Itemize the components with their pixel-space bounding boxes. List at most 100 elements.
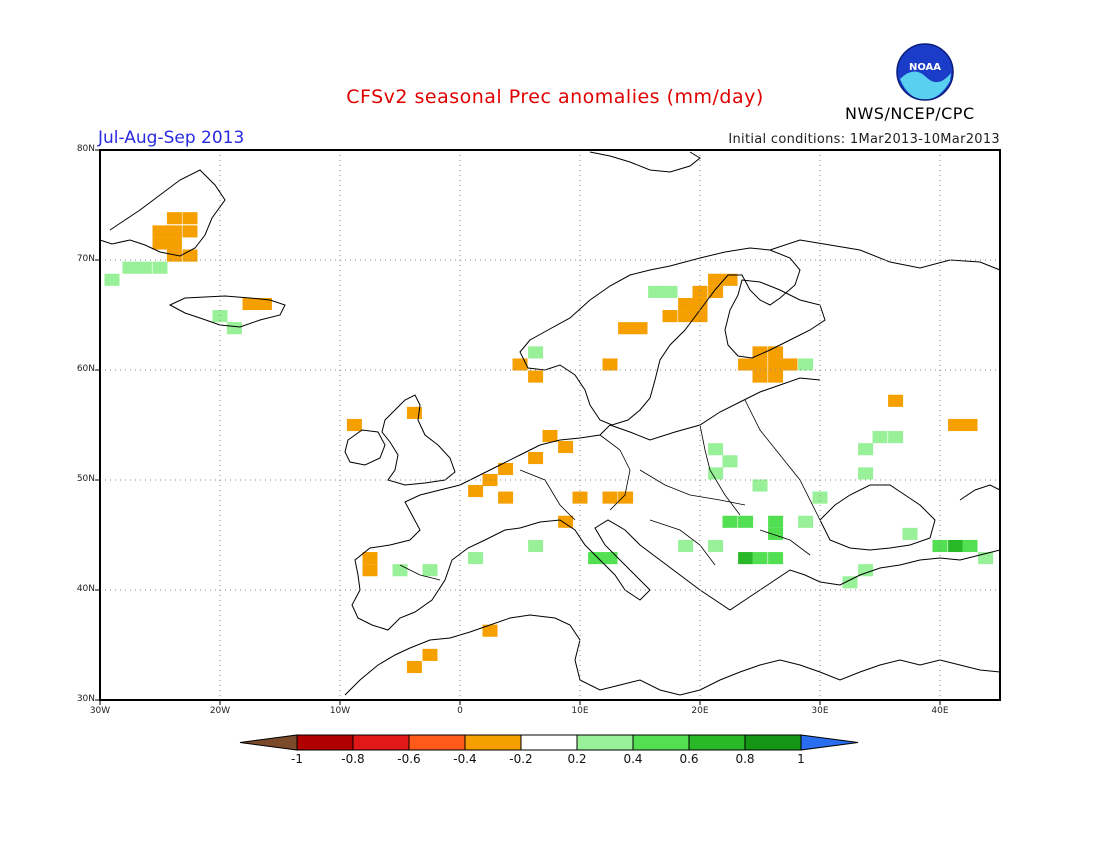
- noaa-logo-icon: NOAA: [896, 43, 954, 101]
- anomaly-cell: [136, 261, 152, 274]
- lat-tick-label: 40N: [76, 584, 95, 594]
- anomaly-cell: [572, 491, 588, 504]
- lon-tick-label: 10E: [571, 706, 589, 716]
- colorbar-segment: [576, 734, 634, 751]
- anomaly-cell: [256, 297, 272, 311]
- anomaly-cell: [498, 491, 514, 504]
- anomaly-cells: [104, 212, 994, 674]
- scandinavia-coast: [519, 247, 801, 426]
- anomaly-cell: [692, 285, 708, 298]
- ireland-coast: [344, 429, 386, 466]
- anomaly-cell: [104, 273, 120, 286]
- anomaly-cell: [752, 370, 768, 383]
- colorbar-tick-label: -0.6: [397, 752, 421, 766]
- anomaly-cell: [422, 564, 438, 577]
- coastlines: [99, 151, 1001, 696]
- anomaly-cell: [768, 346, 784, 359]
- lon-tick-label: 40E: [931, 706, 949, 716]
- anomaly-cell: [528, 370, 544, 383]
- anomaly-cell: [962, 418, 978, 432]
- anomaly-cell: [708, 539, 724, 553]
- anomaly-cell: [152, 225, 168, 238]
- anomaly-cell: [798, 515, 814, 528]
- lon-tick-label: 20W: [209, 706, 231, 716]
- colorbar-segment: [520, 734, 578, 751]
- lon-tick-label: 30W: [89, 706, 111, 716]
- anomaly-cell: [392, 564, 408, 577]
- anomaly-cell: [152, 261, 168, 274]
- lon-tick-label: 30E: [811, 706, 829, 716]
- colorbar-segment: [408, 734, 466, 751]
- anomaly-cell: [512, 358, 528, 371]
- anomaly-cell: [902, 527, 918, 540]
- anomaly-cell: [768, 358, 784, 371]
- iceland-coast: [168, 295, 286, 328]
- colorbar-segment: [744, 734, 802, 751]
- anomaly-cell: [482, 624, 498, 637]
- anomaly-cell: [602, 552, 618, 565]
- anomaly-cell: [498, 462, 514, 476]
- anomaly-cell: [602, 491, 618, 504]
- lat-lon-gridlines: [100, 150, 1000, 700]
- colorbar-max-arrow: [800, 734, 859, 751]
- anomaly-cell: [542, 429, 558, 443]
- anomaly-cell: [528, 346, 544, 359]
- lon-tick-label: 0: [457, 706, 463, 716]
- colorbar-segment: [352, 734, 410, 751]
- anomaly-cell: [662, 285, 678, 298]
- colorbar-tick-label: -0.4: [453, 752, 477, 766]
- anomaly-cell: [948, 539, 964, 553]
- initial-conditions: Initial conditions: 1Mar2013-10Mar2013: [728, 132, 1000, 147]
- anomaly-cell: [362, 564, 378, 577]
- anomaly-cell: [242, 297, 258, 311]
- anomaly-cell: [618, 322, 634, 335]
- anomaly-cell: [708, 467, 724, 480]
- anomaly-cell: [528, 539, 544, 553]
- anomaly-cell: [752, 358, 768, 371]
- anomaly-cell: [858, 467, 874, 480]
- anomaly-cell: [212, 310, 228, 323]
- greenland-coast: [99, 169, 226, 257]
- colorbar-tick-label: -0.8: [341, 752, 365, 766]
- lon-tick-label: 20E: [691, 706, 709, 716]
- colorbar-tick-label: 0.6: [679, 752, 699, 766]
- anomaly-cell: [708, 443, 724, 456]
- anomaly-cell: [662, 310, 678, 323]
- anomaly-cell: [678, 539, 694, 553]
- colorbar-tick-label: -1: [291, 752, 303, 766]
- anomaly-cell: [182, 212, 198, 225]
- colorbar-tick-label: 0.4: [623, 752, 643, 766]
- anomaly-cell: [768, 515, 784, 528]
- colorbar-segment: [296, 734, 354, 751]
- colorbar-tick-label: 1: [797, 752, 805, 766]
- anomaly-cell: [182, 225, 198, 238]
- colorbar-segment: [688, 734, 746, 751]
- anomaly-cell: [872, 431, 888, 444]
- anomaly-cell: [858, 564, 874, 577]
- anomaly-cell: [722, 273, 738, 286]
- anomaly-cell: [962, 539, 978, 553]
- anomaly-cell: [768, 527, 784, 540]
- anomaly-cell: [888, 394, 904, 407]
- anomaly-cell: [692, 310, 708, 323]
- anomaly-cell: [632, 322, 648, 335]
- anomaly-cell: [768, 552, 784, 565]
- anomaly-cell: [722, 455, 738, 468]
- russia-north-coast: [769, 239, 1001, 271]
- anomaly-cell: [362, 552, 378, 565]
- anomaly-cell: [678, 310, 694, 323]
- colorbar-min-arrow: [239, 734, 298, 751]
- map-title: CFSv2 seasonal Prec anomalies (mm/day): [346, 86, 764, 108]
- anomaly-cell: [722, 515, 738, 528]
- britain-coast: [381, 394, 456, 486]
- caspian-coast: [959, 484, 1001, 501]
- colorbar: [239, 734, 859, 751]
- anomaly-cell: [166, 212, 182, 225]
- anomaly-cell: [768, 370, 784, 383]
- anomaly-cell: [888, 431, 904, 444]
- colorbar-segment: [464, 734, 522, 751]
- border-lines: [399, 399, 821, 581]
- colorbar-tick-label: -0.2: [509, 752, 533, 766]
- anomaly-cell: [842, 576, 858, 589]
- france-iberia-coast: [351, 484, 521, 631]
